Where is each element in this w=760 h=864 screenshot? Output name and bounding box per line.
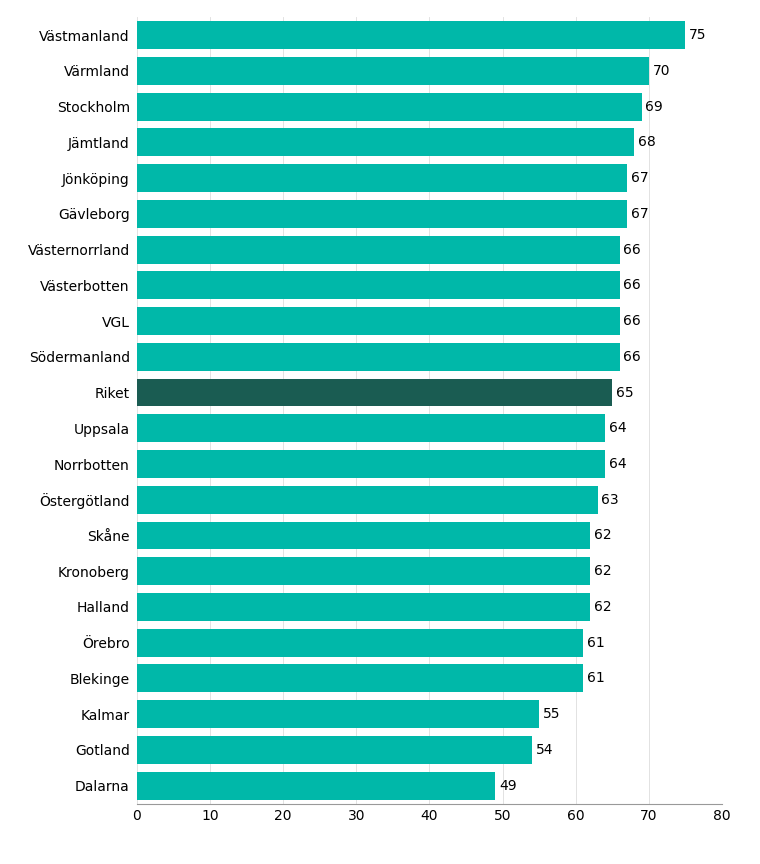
Bar [137, 271, 619, 299]
Text: 66: 66 [623, 314, 641, 328]
Text: 61: 61 [587, 636, 604, 650]
Bar [137, 164, 627, 192]
Text: 62: 62 [594, 600, 612, 614]
Text: 66: 66 [623, 350, 641, 364]
Text: 70: 70 [653, 64, 670, 78]
Bar [137, 92, 641, 121]
Bar [137, 700, 539, 728]
Text: 64: 64 [609, 422, 626, 435]
Text: 54: 54 [536, 743, 553, 757]
Text: 65: 65 [616, 385, 634, 399]
Bar [137, 664, 583, 692]
Bar [137, 736, 532, 764]
Text: 61: 61 [587, 671, 604, 685]
Bar [137, 236, 619, 264]
Bar [137, 772, 496, 799]
Bar [137, 129, 634, 156]
Bar [137, 200, 627, 228]
Bar [137, 522, 591, 550]
Text: 64: 64 [609, 457, 626, 471]
Text: 62: 62 [594, 564, 612, 578]
Text: 55: 55 [543, 707, 560, 721]
Bar [137, 378, 613, 406]
Bar [137, 557, 591, 585]
Bar [137, 593, 591, 621]
Text: 49: 49 [499, 778, 517, 792]
Text: 67: 67 [631, 171, 648, 185]
Text: 63: 63 [601, 492, 619, 507]
Text: 62: 62 [594, 529, 612, 543]
Text: 67: 67 [631, 206, 648, 221]
Bar [137, 22, 686, 49]
Text: 75: 75 [689, 29, 707, 42]
Text: 66: 66 [623, 278, 641, 292]
Text: 69: 69 [645, 99, 663, 114]
Bar [137, 343, 619, 371]
Bar [137, 450, 605, 478]
Bar [137, 486, 597, 514]
Bar [137, 57, 649, 85]
Text: 66: 66 [623, 243, 641, 257]
Text: 68: 68 [638, 136, 656, 149]
Bar [137, 307, 619, 335]
Bar [137, 415, 605, 442]
Bar [137, 629, 583, 657]
